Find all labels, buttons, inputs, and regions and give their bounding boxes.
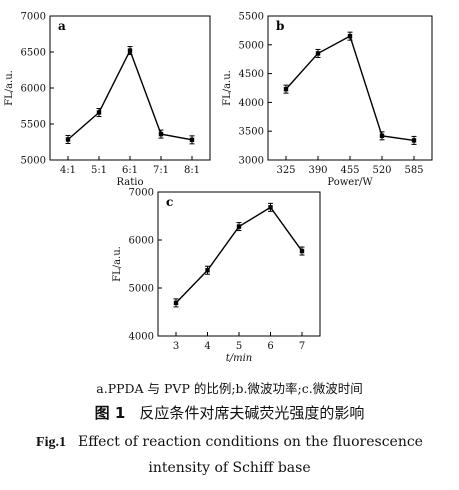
caption-en-text-line1: Effect of reaction conditions on the flu… xyxy=(77,434,423,450)
x-tick-label: 585 xyxy=(404,165,423,176)
y-axis-label: FL/a.u. xyxy=(4,70,15,106)
panel-label: c xyxy=(166,195,173,209)
x-tick-label: 4 xyxy=(204,341,210,352)
x-tick-label: 7:1 xyxy=(153,165,169,176)
figure-caption-english-line2: intensity of Schiff base xyxy=(0,460,459,476)
y-axis-label: FL/a.u. xyxy=(112,246,123,282)
panel-label: a xyxy=(58,19,66,33)
chart-panel-c: 4000 5000 6000 7000 3 4 5 6 7 t/min FL/a.u. c xyxy=(112,188,321,364)
data-point xyxy=(268,205,273,210)
y-tick-label: 6000 xyxy=(21,84,46,95)
data-point xyxy=(173,300,179,306)
x-tick-label: 6:1 xyxy=(122,165,138,176)
x-tick-label: 3 xyxy=(173,341,179,352)
x-tick-label: 8:1 xyxy=(184,165,200,176)
figure-caption-chinese: 图 1 反应条件对席夫碱荧光强度的影响 xyxy=(0,402,459,423)
data-point xyxy=(158,131,164,137)
data-point xyxy=(236,224,242,229)
data-point xyxy=(65,137,71,142)
y-tick-label: 4500 xyxy=(239,69,264,80)
series-line xyxy=(67,48,193,141)
x-tick-label: 390 xyxy=(308,165,327,176)
y-tick-label: 5500 xyxy=(239,12,264,23)
subcaption-text: a.PPDA 与 PVP 的比例;b.微波功率;c.微波时间 xyxy=(96,381,363,396)
panel-label: b xyxy=(276,19,284,33)
caption-cn-label: 图 1 xyxy=(94,404,126,422)
y-tick-label: 4000 xyxy=(239,98,264,109)
x-tick-label: 4:1 xyxy=(60,165,76,176)
x-tick-label: 5 xyxy=(236,341,242,352)
caption-en-label: Fig.1 xyxy=(36,435,66,450)
data-point xyxy=(315,51,321,56)
x-tick-label: 5:1 xyxy=(91,165,107,176)
chart-panel-a: 5000 5500 6000 6500 7000 4:1 5:1 6:1 7:1 8:1 Ratio… xyxy=(4,12,211,188)
figure-caption-english: Fig.1 Effect of reaction conditions on th… xyxy=(0,434,459,451)
y-tick-label: 3000 xyxy=(239,156,264,167)
x-axis-label: Power/W xyxy=(327,177,373,188)
figure-subcaption: a.PPDA 与 PVP 的比例;b.微波功率;c.微波时间 xyxy=(0,378,459,397)
chart-panel-b: 3000 3500 4000 4500 5000 5500 325 390 455 520 585 P… xyxy=(222,12,433,188)
x-axis-label: Ratio xyxy=(117,177,144,188)
y-axis-label: FL/a.u. xyxy=(222,70,233,106)
y-tick-label: 5500 xyxy=(21,120,46,131)
y-tick-label: 6000 xyxy=(129,236,154,247)
data-point xyxy=(96,110,102,115)
y-tick-label: 4000 xyxy=(129,332,154,343)
data-point xyxy=(379,133,385,139)
series-line xyxy=(175,206,303,304)
caption-en-text-line2: intensity of Schiff base xyxy=(148,460,311,476)
series-line xyxy=(285,35,415,142)
data-point xyxy=(127,48,133,53)
figure-canvas: 5000 5500 6000 6500 7000 4:1 5:1 6:1 7:1 8:1 Ratio… xyxy=(4,12,433,364)
caption-cn-text: 反应条件对席夫碱荧光强度的影响 xyxy=(139,404,365,422)
data-point xyxy=(205,268,210,273)
y-tick-label: 5000 xyxy=(21,156,46,167)
y-tick-label: 5000 xyxy=(239,40,264,51)
x-tick-label: 520 xyxy=(372,165,391,176)
data-point xyxy=(299,248,305,254)
x-tick-label: 455 xyxy=(340,165,359,176)
x-tick-label: 6 xyxy=(267,341,273,352)
y-tick-label: 3500 xyxy=(239,127,264,138)
y-tick-label: 6500 xyxy=(21,48,46,59)
plot-frame xyxy=(157,191,321,337)
data-point xyxy=(347,33,353,39)
data-point xyxy=(189,137,195,143)
x-axis-label: t/min xyxy=(226,353,253,364)
data-point xyxy=(411,138,417,143)
x-tick-label: 7 xyxy=(299,341,305,352)
data-point xyxy=(283,86,289,92)
y-tick-label: 5000 xyxy=(129,284,154,295)
y-tick-label: 7000 xyxy=(21,12,46,23)
y-tick-label: 7000 xyxy=(129,188,154,199)
x-tick-label: 325 xyxy=(276,165,295,176)
